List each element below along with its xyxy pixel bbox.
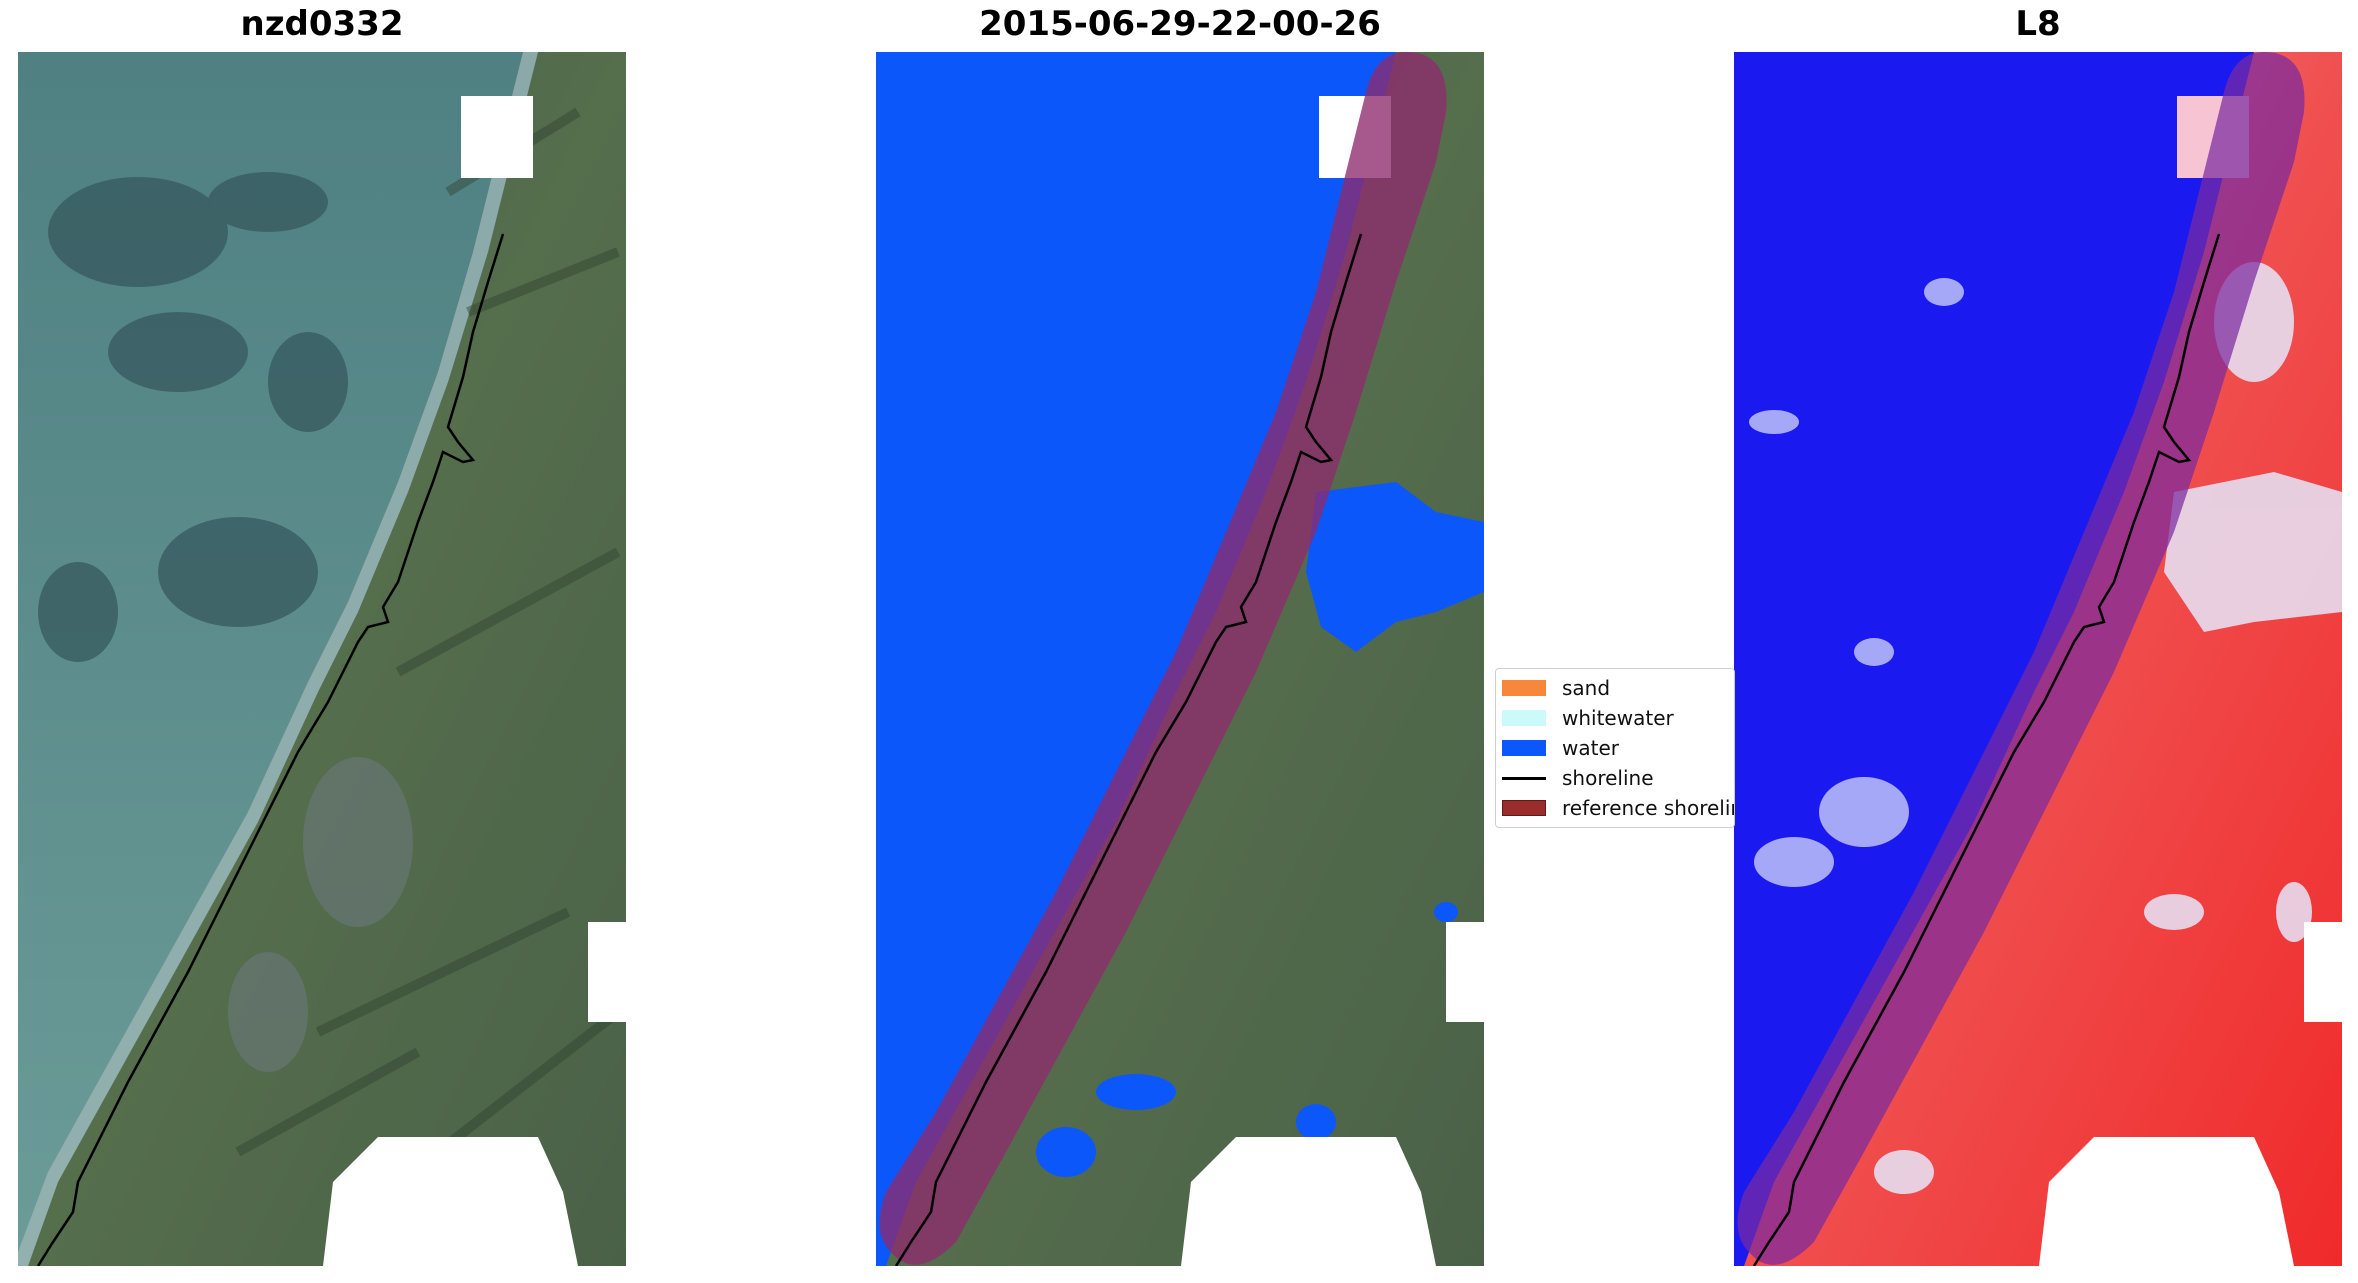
reference-shoreline-buffer xyxy=(879,52,1447,1265)
panel-title-middle: 2015-06-29-22-00-26 xyxy=(979,4,1381,44)
legend-label: reference shoreline xyxy=(1562,796,1734,820)
legend-item-whitewater: whitewater xyxy=(1496,703,1734,733)
ridges xyxy=(235,107,622,1157)
legend-item-sand: sand xyxy=(1496,673,1734,703)
clouds xyxy=(323,96,626,1266)
shoreline xyxy=(36,233,505,1266)
index-clouds-water xyxy=(1749,278,1964,887)
legend-swatch-reference-shoreline xyxy=(1502,800,1546,816)
legend-swatch-sand xyxy=(1502,680,1546,696)
land-area xyxy=(28,52,626,1266)
legend-label: shoreline xyxy=(1562,766,1654,790)
shoreline xyxy=(894,233,1363,1266)
rgb-image-panel xyxy=(18,52,626,1266)
reference-shoreline-buffer xyxy=(1737,52,2305,1265)
legend-label: water xyxy=(1562,736,1619,760)
legend-item-shoreline: shoreline xyxy=(1496,763,1734,793)
classification-panel xyxy=(876,52,1484,1266)
index-panel xyxy=(1734,52,2342,1266)
cloud-shadows xyxy=(38,172,348,662)
inland-water-patches xyxy=(1036,482,1484,1177)
legend-label: sand xyxy=(1562,676,1611,700)
panel-title-left: nzd0332 xyxy=(240,4,404,44)
legend-item-reference-shoreline: reference shoreline xyxy=(1496,793,1734,823)
panel-title-right: L8 xyxy=(2015,4,2061,44)
index-land-light xyxy=(1874,262,2342,1194)
legend-swatch-water xyxy=(1502,740,1546,756)
legend-label: whitewater xyxy=(1562,706,1674,730)
legend-item-water: water xyxy=(1496,733,1734,763)
legend-swatch-whitewater xyxy=(1502,710,1546,726)
town-area xyxy=(228,757,413,1072)
shoreline xyxy=(1752,233,2221,1266)
legend-swatch-shoreline xyxy=(1502,770,1546,786)
surf-zone xyxy=(18,52,538,1266)
legend: sand whitewater water shoreline referenc… xyxy=(1495,668,1735,828)
clouds xyxy=(2039,96,2342,1266)
